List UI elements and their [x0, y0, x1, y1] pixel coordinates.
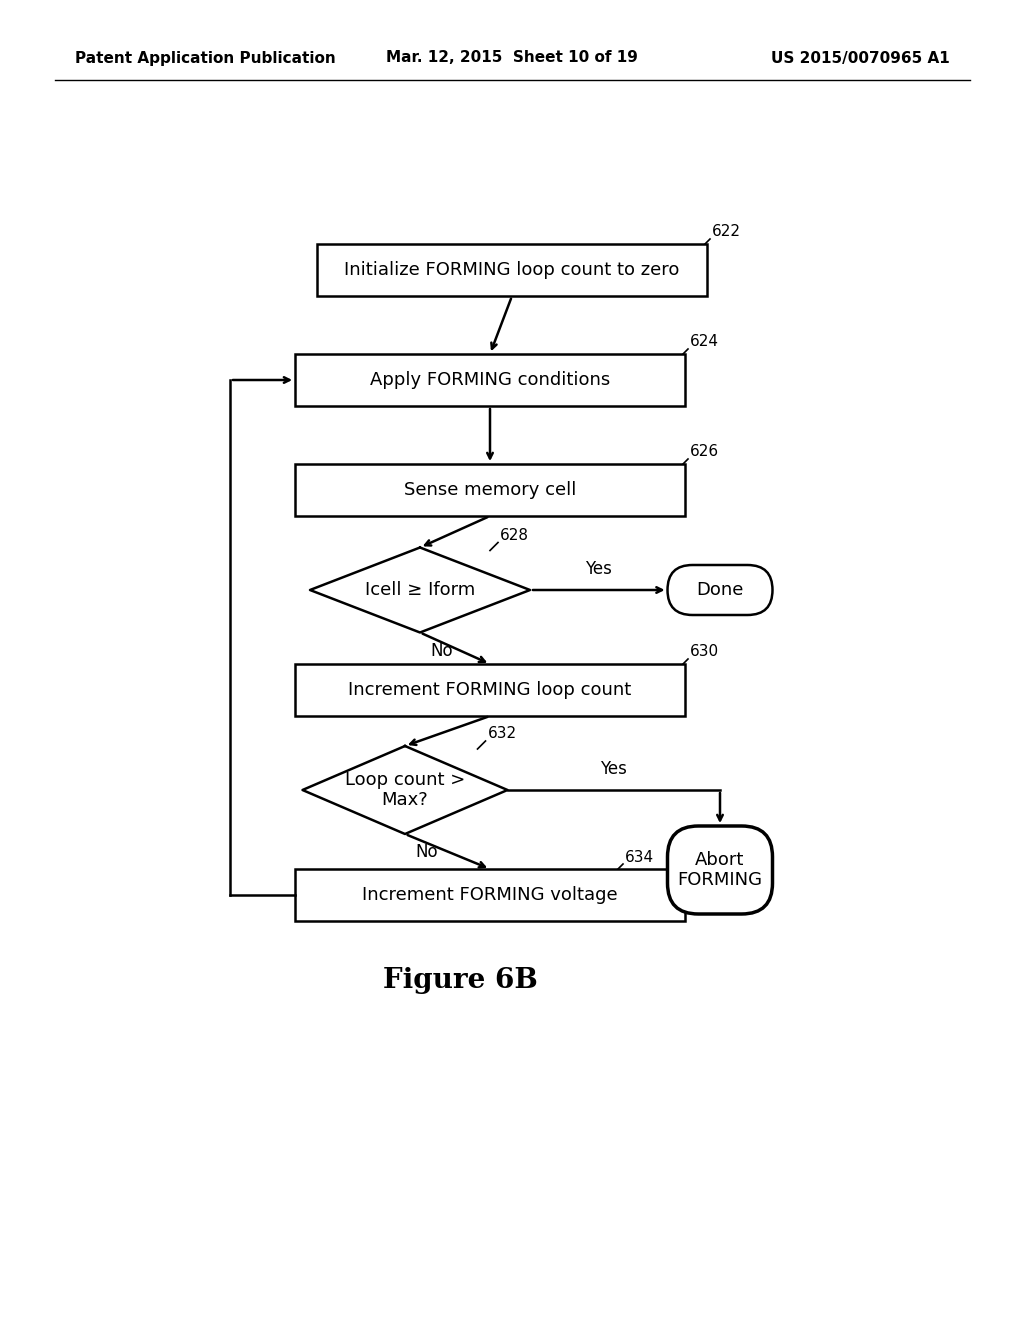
Text: Done: Done: [696, 581, 743, 599]
FancyBboxPatch shape: [668, 565, 772, 615]
Text: Apply FORMING conditions: Apply FORMING conditions: [370, 371, 610, 389]
Text: 632: 632: [487, 726, 517, 742]
Text: Abort
FORMING: Abort FORMING: [678, 850, 763, 890]
Text: 628: 628: [500, 528, 529, 543]
Text: US 2015/0070965 A1: US 2015/0070965 A1: [771, 50, 950, 66]
Text: Yes: Yes: [600, 760, 627, 777]
Text: Initialize FORMING loop count to zero: Initialize FORMING loop count to zero: [344, 261, 680, 279]
Polygon shape: [310, 548, 530, 632]
Text: No: No: [430, 642, 453, 660]
Text: Increment FORMING loop count: Increment FORMING loop count: [348, 681, 632, 700]
Text: Icell ≥ Iform: Icell ≥ Iform: [365, 581, 475, 599]
Text: 624: 624: [690, 334, 719, 350]
Text: Patent Application Publication: Patent Application Publication: [75, 50, 336, 66]
FancyBboxPatch shape: [317, 244, 707, 296]
Text: 634: 634: [625, 850, 654, 865]
Text: 622: 622: [712, 224, 741, 239]
FancyBboxPatch shape: [295, 869, 685, 921]
Text: Mar. 12, 2015  Sheet 10 of 19: Mar. 12, 2015 Sheet 10 of 19: [386, 50, 638, 66]
FancyBboxPatch shape: [295, 664, 685, 715]
Text: 630: 630: [690, 644, 719, 660]
Text: No: No: [415, 843, 437, 861]
Text: Figure 6B: Figure 6B: [383, 966, 538, 994]
Polygon shape: [302, 746, 508, 834]
Text: 626: 626: [690, 445, 719, 459]
FancyBboxPatch shape: [295, 465, 685, 516]
FancyBboxPatch shape: [668, 826, 772, 913]
Text: Yes: Yes: [586, 560, 612, 578]
Text: Loop count >
Max?: Loop count > Max?: [345, 771, 465, 809]
FancyBboxPatch shape: [295, 354, 685, 407]
Text: Increment FORMING voltage: Increment FORMING voltage: [362, 886, 617, 904]
Text: Sense memory cell: Sense memory cell: [403, 480, 577, 499]
